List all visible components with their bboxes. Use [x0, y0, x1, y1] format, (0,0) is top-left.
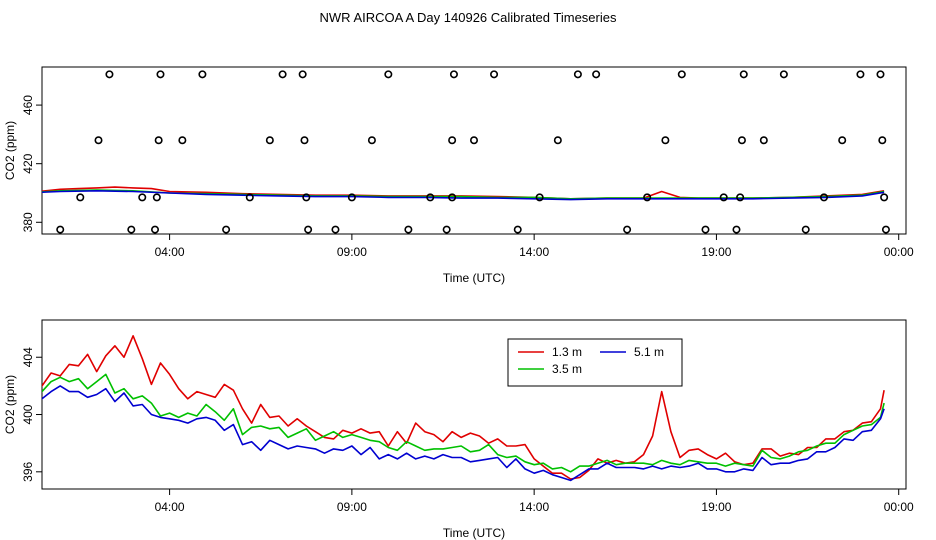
standard-point — [573, 70, 582, 79]
standard-point — [245, 193, 254, 202]
standard-point — [677, 70, 686, 79]
standard-point — [701, 225, 710, 234]
standard-point — [300, 136, 309, 145]
x-tick-label: 19:00 — [701, 245, 731, 259]
y-tick-label: 420 — [21, 153, 35, 173]
standard-point — [759, 136, 768, 145]
standard-point — [737, 136, 746, 145]
series-group — [42, 334, 885, 482]
standard-point — [298, 70, 307, 79]
standard-point — [490, 70, 499, 79]
x-tick-label: 04:00 — [155, 500, 185, 514]
legend: 1.3 m 3.5 m 5.1 m — [507, 338, 683, 387]
x-tick-label: 19:00 — [701, 500, 731, 514]
y-tick-label: 404 — [21, 347, 35, 367]
standard-point — [384, 70, 393, 79]
standard-point — [154, 136, 163, 145]
standard-point — [801, 225, 810, 234]
x-tick-label: 14:00 — [519, 500, 549, 514]
standard-point — [739, 70, 748, 79]
y-axis-label: CO2 (ppm) — [3, 121, 17, 180]
series-line-5-1-m — [42, 190, 885, 201]
standard-point — [513, 225, 522, 234]
legend-label: 5.1 m — [634, 345, 664, 359]
top-panel-raw-timeseries: 04:00 09:00 14:00 19:00 00:00 380 420 460 Time (… — [3, 66, 914, 285]
standard-point — [880, 193, 889, 202]
standard-point — [592, 70, 601, 79]
bottom-panel-detail-timeseries: 04:00 09:00 14:00 19:00 00:00 396 400 404 Time (… — [3, 319, 914, 540]
standard-point — [367, 136, 376, 145]
standard-point — [623, 225, 632, 234]
standard-point — [94, 136, 103, 145]
standard-point — [265, 136, 274, 145]
standard-point — [56, 225, 65, 234]
x-axis-label: Time (UTC) — [443, 526, 505, 540]
standard-point — [426, 193, 435, 202]
x-tick-label: 09:00 — [337, 245, 367, 259]
x-tick-label: 00:00 — [884, 245, 914, 259]
standard-point — [76, 193, 85, 202]
series-group — [42, 186, 885, 201]
standard-point — [127, 225, 136, 234]
standard-point — [449, 70, 458, 79]
x-tick-label: 14:00 — [519, 245, 549, 259]
standard-point — [736, 193, 745, 202]
figure-title: NWR AIRCOA A Day 140926 Calibrated Times… — [320, 10, 617, 25]
standard-point — [278, 70, 287, 79]
plot-frame — [41, 66, 907, 235]
standard-point — [732, 225, 741, 234]
standard-point — [138, 193, 147, 202]
standard-point — [719, 193, 728, 202]
standard-point — [404, 225, 413, 234]
standard-point — [178, 136, 187, 145]
y-tick-label: 380 — [21, 212, 35, 232]
standard-point — [198, 70, 207, 79]
x-axis-label: Time (UTC) — [443, 271, 505, 285]
series-line-5-1-m — [42, 385, 885, 482]
standard-point — [535, 193, 544, 202]
standard-point — [838, 136, 847, 145]
standard-point — [881, 225, 890, 234]
standard-point — [469, 136, 478, 145]
standard-point — [643, 193, 652, 202]
standard-point — [819, 193, 828, 202]
standard-point — [152, 193, 161, 202]
standard-point — [661, 136, 670, 145]
standard-points-group — [56, 70, 890, 234]
y-tick-label: 396 — [21, 461, 35, 481]
y-axis-label: CO2 (ppm) — [3, 375, 17, 434]
standard-point — [448, 136, 457, 145]
standard-point — [222, 225, 231, 234]
legend-label: 3.5 m — [552, 362, 582, 376]
x-tick-label: 04:00 — [155, 245, 185, 259]
standard-point — [302, 193, 311, 202]
plot-frame — [41, 319, 907, 490]
y-tick-label: 400 — [21, 404, 35, 424]
legend-label: 1.3 m — [552, 345, 582, 359]
series-line-3-5-m — [42, 373, 885, 473]
standard-point — [448, 193, 457, 202]
standard-point — [347, 193, 356, 202]
standard-point — [878, 136, 887, 145]
standard-point — [304, 225, 313, 234]
standard-point — [156, 70, 165, 79]
standard-point — [105, 70, 114, 79]
standard-point — [151, 225, 160, 234]
standard-point — [442, 225, 451, 234]
x-tick-label: 00:00 — [884, 500, 914, 514]
legend-box — [507, 338, 683, 387]
y-tick-label: 460 — [21, 95, 35, 115]
standard-point — [779, 70, 788, 79]
x-tick-label: 09:00 — [337, 500, 367, 514]
standard-point — [553, 136, 562, 145]
standard-point — [876, 70, 885, 79]
standard-point — [856, 70, 865, 79]
standard-point — [331, 225, 340, 234]
